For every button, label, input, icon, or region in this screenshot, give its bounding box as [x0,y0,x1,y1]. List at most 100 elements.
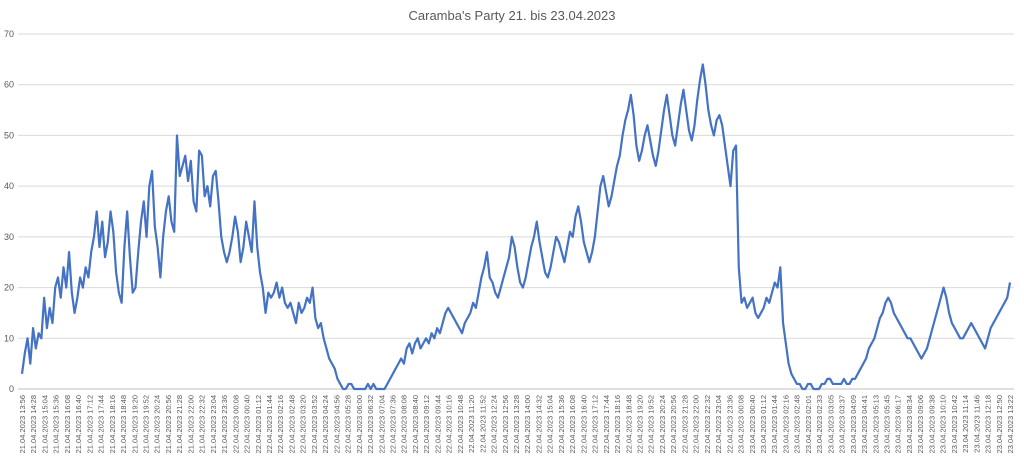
x-tick-label: 22.04.2023 17:44 [602,395,611,453]
x-tick-label: 22.04.2023 08:40 [411,395,420,453]
x-tick-label: 21.04.2023 18:16 [108,395,117,453]
x-tick-label: 22.04.2023 14:00 [523,395,532,453]
y-tick-label: 50 [4,130,14,140]
series-line-0 [20,63,1012,391]
x-tick-label: 22.04.2023 11:20 [467,395,476,453]
x-tick-label: 22.04.2023 19:20 [636,395,645,453]
x-tick-label: 23.04.2023 06:17 [894,395,903,453]
x-tick-label: 23.04.2023 12:50 [995,395,1004,453]
x-tick-label: 23.04.2023 13:22 [1006,395,1015,453]
y-tick-label: 30 [4,232,14,242]
x-tick-label: 22.04.2023 05:28 [344,395,353,453]
x-tick-label: 23.04.2023 03:37 [838,395,847,453]
x-tick-label: 22.04.2023 07:36 [389,395,398,453]
x-tick-label: 23.04.2023 09:06 [916,395,925,453]
x-tick-label: 22.04.2023 01:44 [265,395,274,453]
x-tick-label: 22.04.2023 22:32 [703,395,712,453]
y-tick-label: 60 [4,80,14,90]
x-tick-label: 21.04.2023 20:56 [164,395,173,453]
x-tick-label: 22.04.2023 19:52 [647,395,656,453]
x-tick-label: 23.04.2023 09:38 [927,395,936,453]
x-tick-label: 21.04.2023 15:04 [40,395,49,453]
x-tick-label: 22.04.2023 07:04 [377,395,386,453]
x-tick-label: 22.04.2023 12:24 [490,395,499,453]
x-tick-label: 21.04.2023 16:40 [74,395,83,453]
y-tick-label: 70 [4,29,14,39]
x-tick-label: 22.04.2023 02:16 [276,395,285,453]
x-tick-label: 22.04.2023 06:00 [355,395,364,453]
x-tick-label: 22.04.2023 03:52 [310,395,319,453]
x-tick-label: 23.04.2023 11:46 [972,395,981,453]
x-tick-label: 23.04.2023 02:48 [793,395,802,453]
x-tick-label: 21.04.2023 22:00 [186,395,195,453]
x-tick-label: 21.04.2023 23:36 [220,395,229,453]
x-tick-label: 22.04.2023 20:56 [669,395,678,453]
x-tick-label: 22.04.2023 20:24 [658,395,667,453]
x-tick-label: 22.04.2023 03:20 [299,395,308,453]
x-tick-label: 22.04.2023 12:56 [501,395,510,453]
x-tick-label: 22.04.2023 18:16 [613,395,622,453]
x-tick-label: 23.04.2023 00:40 [748,395,757,453]
x-axis: 21.04.2023 13:56 21.04.2023 14:28 21.04.20… [18,395,1015,453]
x-tick-label: 22.04.2023 16:40 [579,395,588,453]
x-tick-label: 22.04.2023 18:48 [624,395,633,453]
x-tick-label: 22.04.2023 02:48 [287,395,296,453]
x-tick-label: 22.04.2023 11:52 [478,395,487,453]
x-tick-label: 21.04.2023 19:52 [142,395,151,453]
x-tick-label: 22.04.2023 15:04 [546,395,555,453]
x-tick-label: 23.04.2023 02:16 [781,395,790,453]
x-tick-label: 21.04.2023 14:28 [29,395,38,453]
x-tick-label: 22.04.2023 10:16 [445,395,454,453]
x-tick-label: 22.04.2023 09:12 [422,395,431,453]
x-tick-label: 23.04.2023 11:14 [961,395,970,453]
x-tick-label: 21.04.2023 23:04 [209,395,218,453]
x-tick-label: 22.04.2023 17:12 [591,395,600,453]
x-tick-label: 21.04.2023 17:44 [97,395,106,453]
x-tick-label: 22.04.2023 16:08 [568,395,577,453]
y-axis: 0 10 20 30 40 50 60 70 [4,29,14,394]
x-tick-label: 23.04.2023 08:34 [905,395,914,453]
chart-title: Caramba's Party 21. bis 23.04.2023 [408,8,616,23]
x-tick-label: 22.04.2023 01:12 [254,395,263,453]
x-tick-label: 22.04.2023 08:08 [400,395,409,453]
series-group [20,63,1012,391]
x-tick-label: 21.04.2023 22:32 [198,395,207,453]
x-tick-label: 23.04.2023 05:45 [883,395,892,453]
x-tick-label: 22.04.2023 22:00 [692,395,701,453]
x-tick-label: 22.04.2023 21:28 [680,395,689,453]
x-tick-label: 23.04.2023 01:12 [759,395,768,453]
x-tick-label: 21.04.2023 18:48 [119,395,128,453]
x-tick-label: 22.04.2023 14:32 [534,395,543,453]
x-tick-label: 23.04.2023 12:18 [984,395,993,453]
x-tick-label: 23.04.2023 04:09 [849,395,858,453]
x-tick-label: 23.04.2023 05:13 [871,395,880,453]
y-tick-label: 0 [9,384,14,394]
x-tick-label: 22.04.2023 10:48 [456,395,465,453]
x-tick-label: 22.04.2023 00:40 [243,395,252,453]
x-tick-label: 22.04.2023 06:32 [366,395,375,453]
x-tick-label: 22.04.2023 09:44 [433,395,442,453]
x-tick-label: 23.04.2023 02:33 [815,395,824,453]
x-tick-label: 23.04.2023 01:44 [770,395,779,453]
x-tick-label: 22.04.2023 04:56 [332,395,341,453]
x-tick-label: 23.04.2023 00:08 [737,395,746,453]
x-tick-label: 21.04.2023 19:20 [130,395,139,453]
x-tick-label: 21.04.2023 13:56 [18,395,27,453]
y-tick-label: 10 [4,333,14,343]
x-tick-label: 23.04.2023 10:10 [939,395,948,453]
x-tick-label: 21.04.2023 21:28 [175,395,184,453]
x-tick-label: 23.04.2023 03:05 [826,395,835,453]
x-tick-label: 22.04.2023 23:04 [714,395,723,453]
y-tick-label: 20 [4,283,14,293]
x-tick-label: 23.04.2023 02:01 [804,395,813,453]
x-tick-label: 22.04.2023 04:24 [321,395,330,453]
x-tick-label: 22.04.2023 00:08 [231,395,240,453]
x-tick-label: 21.04.2023 17:12 [85,395,94,453]
gridlines [18,33,1014,390]
x-tick-label: 22.04.2023 13:28 [512,395,521,453]
y-tick-label: 40 [4,181,14,191]
x-tick-label: 23.04.2023 04:41 [860,395,869,453]
x-tick-label: 23.04.2023 10:42 [950,395,959,453]
x-tick-label: 21.04.2023 15:36 [52,395,61,453]
